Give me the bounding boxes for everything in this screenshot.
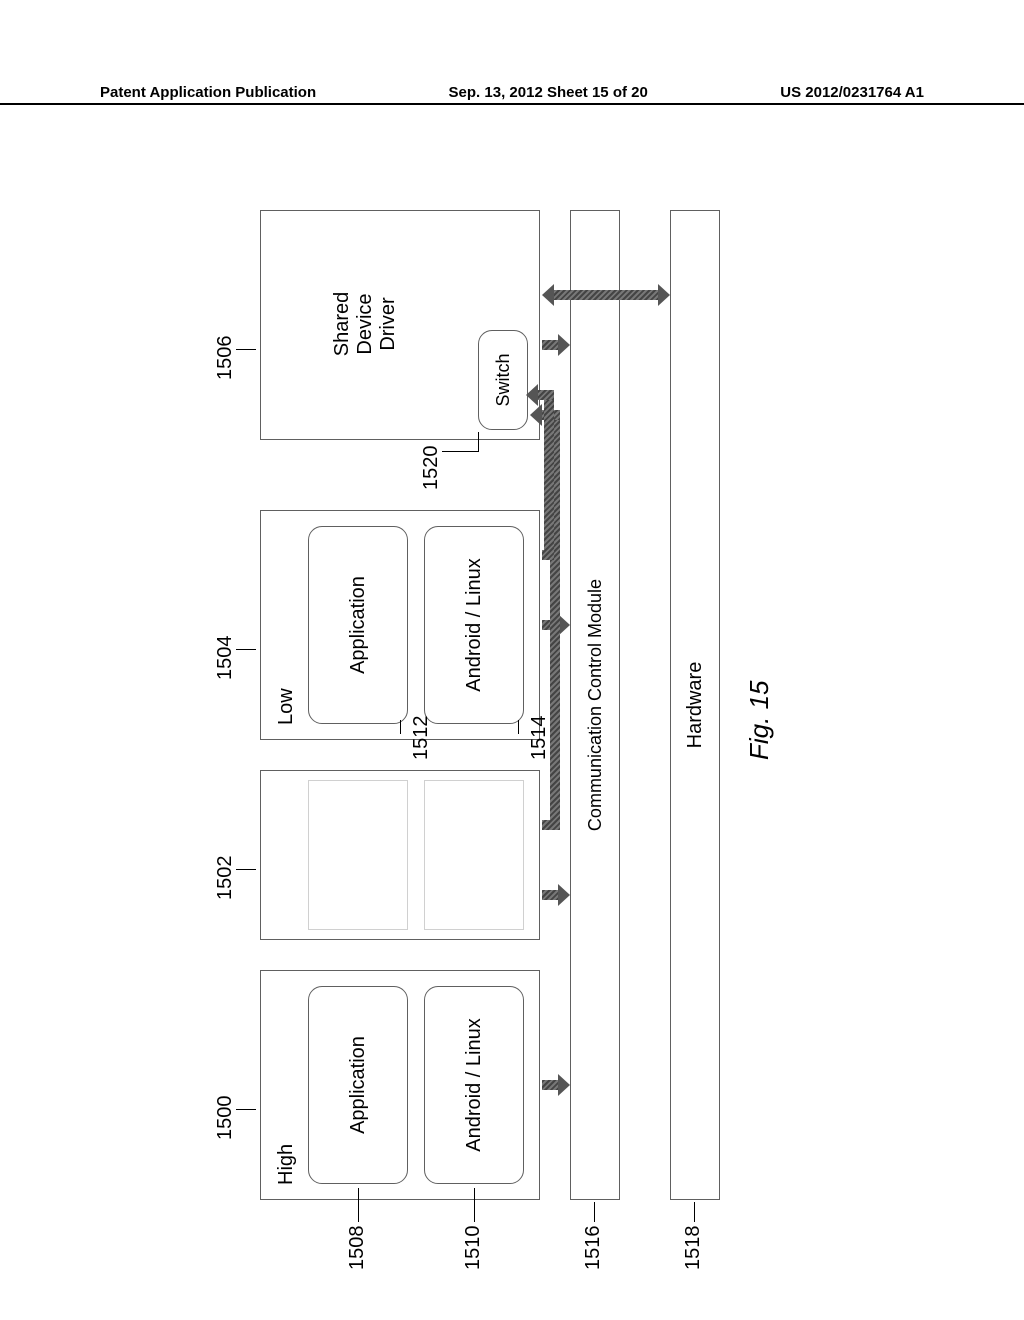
ref-1512: 1512 (410, 716, 433, 761)
high-app-label: Application (347, 1036, 370, 1134)
block-low-application: Application (308, 526, 408, 724)
trusted-inner-top (308, 780, 408, 930)
ref-1518: 1518 (682, 1226, 705, 1271)
ref-1508: 1508 (346, 1226, 369, 1271)
arrow-trusted-to-ccm (542, 890, 558, 900)
arrow-high-to-ccm (542, 1080, 558, 1090)
low-title: Low (275, 688, 298, 725)
block-high-os: Android / Linux (424, 986, 524, 1184)
block-hardware: Hardware (670, 210, 720, 1200)
ref-1514: 1514 (528, 716, 551, 761)
page-header: Patent Application Publication Sep. 13, … (0, 84, 1024, 105)
header-left: Patent Application Publication (100, 84, 316, 101)
figure-canvas: High Application Android / Linux Trusted… (0, 410, 1024, 930)
leader-1504 (236, 649, 256, 650)
arrow-sdd-hardware (554, 290, 658, 300)
leader-1520 (442, 451, 478, 452)
leader-1512 (400, 720, 401, 734)
leader-1518 (694, 1202, 695, 1222)
header-right: US 2012/0231764 A1 (780, 84, 924, 101)
ref-1500: 1500 (214, 1096, 237, 1141)
trusted-inner-bot (424, 780, 524, 930)
ref-1506: 1506 (214, 336, 237, 381)
arrow-low-to-switch-h (544, 390, 554, 560)
figure-caption: Fig. 15 (744, 681, 775, 761)
block-ccm: Communication Control Module (570, 210, 620, 1200)
ref-1504: 1504 (214, 636, 237, 681)
arrow-sdd-to-ccm (542, 340, 558, 350)
leader-1516 (594, 1202, 595, 1222)
leader-1514 (518, 720, 519, 734)
ccm-label: Communication Control Module (585, 579, 606, 831)
arrow-low-to-switch-v2 (538, 390, 554, 400)
leader-1510 (474, 1188, 475, 1222)
ref-1510: 1510 (462, 1226, 485, 1271)
ref-1520: 1520 (420, 446, 443, 491)
leader-1500 (236, 1109, 256, 1110)
ref-1502: 1502 (214, 856, 237, 901)
leader-1502 (236, 869, 256, 870)
low-app-label: Application (347, 576, 370, 674)
block-switch: Switch (478, 330, 528, 430)
header-center: Sep. 13, 2012 Sheet 15 of 20 (449, 84, 648, 101)
ref-1516: 1516 (582, 1226, 605, 1271)
block-high-application: Application (308, 986, 408, 1184)
leader-1508 (358, 1188, 359, 1222)
hardware-label: Hardware (684, 662, 707, 749)
block-low-os: Android / Linux (424, 526, 524, 724)
low-os-label: Android / Linux (463, 558, 486, 691)
high-title: High (275, 1144, 298, 1185)
leader-1506 (236, 349, 256, 350)
leader-1520b (478, 432, 479, 452)
switch-label: Switch (493, 354, 514, 407)
sdd-label: Shared Device Driver (331, 209, 400, 439)
high-os-label: Android / Linux (463, 1018, 486, 1151)
